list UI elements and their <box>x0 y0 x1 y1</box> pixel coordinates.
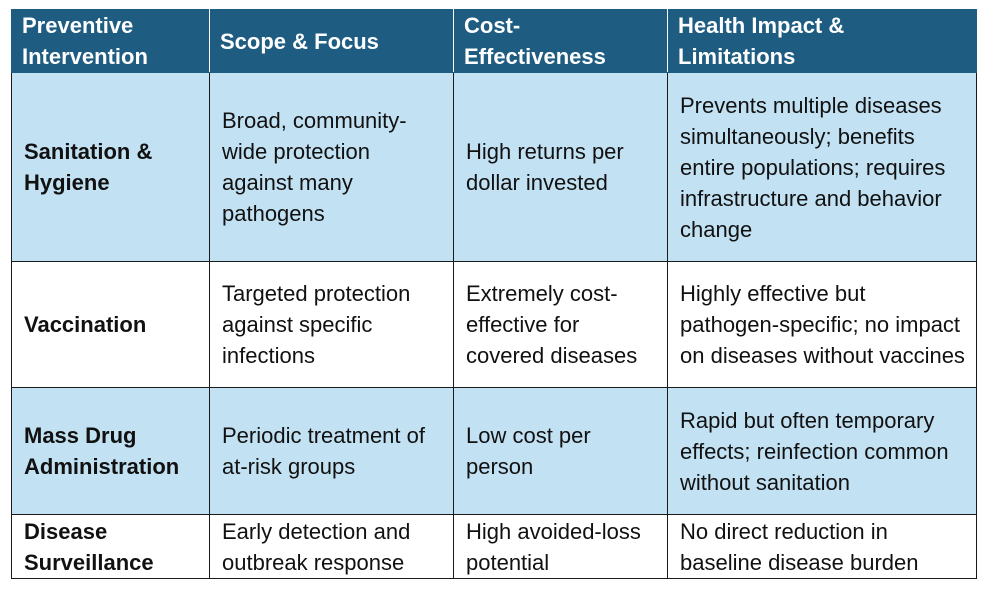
header-cost: Cost-Effectiveness <box>453 9 668 73</box>
impact-cell: Highly effective but pathogen-specific; … <box>667 261 977 388</box>
impact-cell: Prevents multiple diseases simultaneousl… <box>667 72 977 262</box>
impact-cell: Rapid but often temporary effects; reinf… <box>667 387 977 515</box>
comparison-table: Preventive Intervention Scope & Focus Co… <box>11 9 977 579</box>
scope-cell: Periodic treatment of at-risk groups <box>209 387 454 515</box>
header-row: Preventive Intervention Scope & Focus Co… <box>11 9 977 73</box>
cost-cell: High avoided-loss potential <box>453 514 668 579</box>
table-row: Sanitation & Hygiene Broad, community-wi… <box>11 72 977 262</box>
intervention-cell: Sanitation & Hygiene <box>11 72 210 262</box>
intervention-cell: Disease Surveillance <box>11 514 210 579</box>
cost-cell: Low cost per person <box>453 387 668 515</box>
scope-cell: Targeted protection against specific inf… <box>209 261 454 388</box>
impact-cell: No direct reduction in baseline disease … <box>667 514 977 579</box>
scope-cell: Broad, community-wide protection against… <box>209 72 454 262</box>
intervention-cell: Mass Drug Administration <box>11 387 210 515</box>
header-intervention: Preventive Intervention <box>11 9 210 73</box>
intervention-cell: Vaccination <box>11 261 210 388</box>
cost-cell: Extremely cost-effective for covered dis… <box>453 261 668 388</box>
header-scope: Scope & Focus <box>209 9 454 73</box>
table-row: Disease Surveillance Early detection and… <box>11 514 977 579</box>
table-row: Mass Drug Administration Periodic treatm… <box>11 387 977 515</box>
scope-cell: Early detection and outbreak response <box>209 514 454 579</box>
table-row: Vaccination Targeted protection against … <box>11 261 977 388</box>
cost-cell: High returns per dollar invested <box>453 72 668 262</box>
header-impact: Health Impact & Limitations <box>667 9 977 73</box>
